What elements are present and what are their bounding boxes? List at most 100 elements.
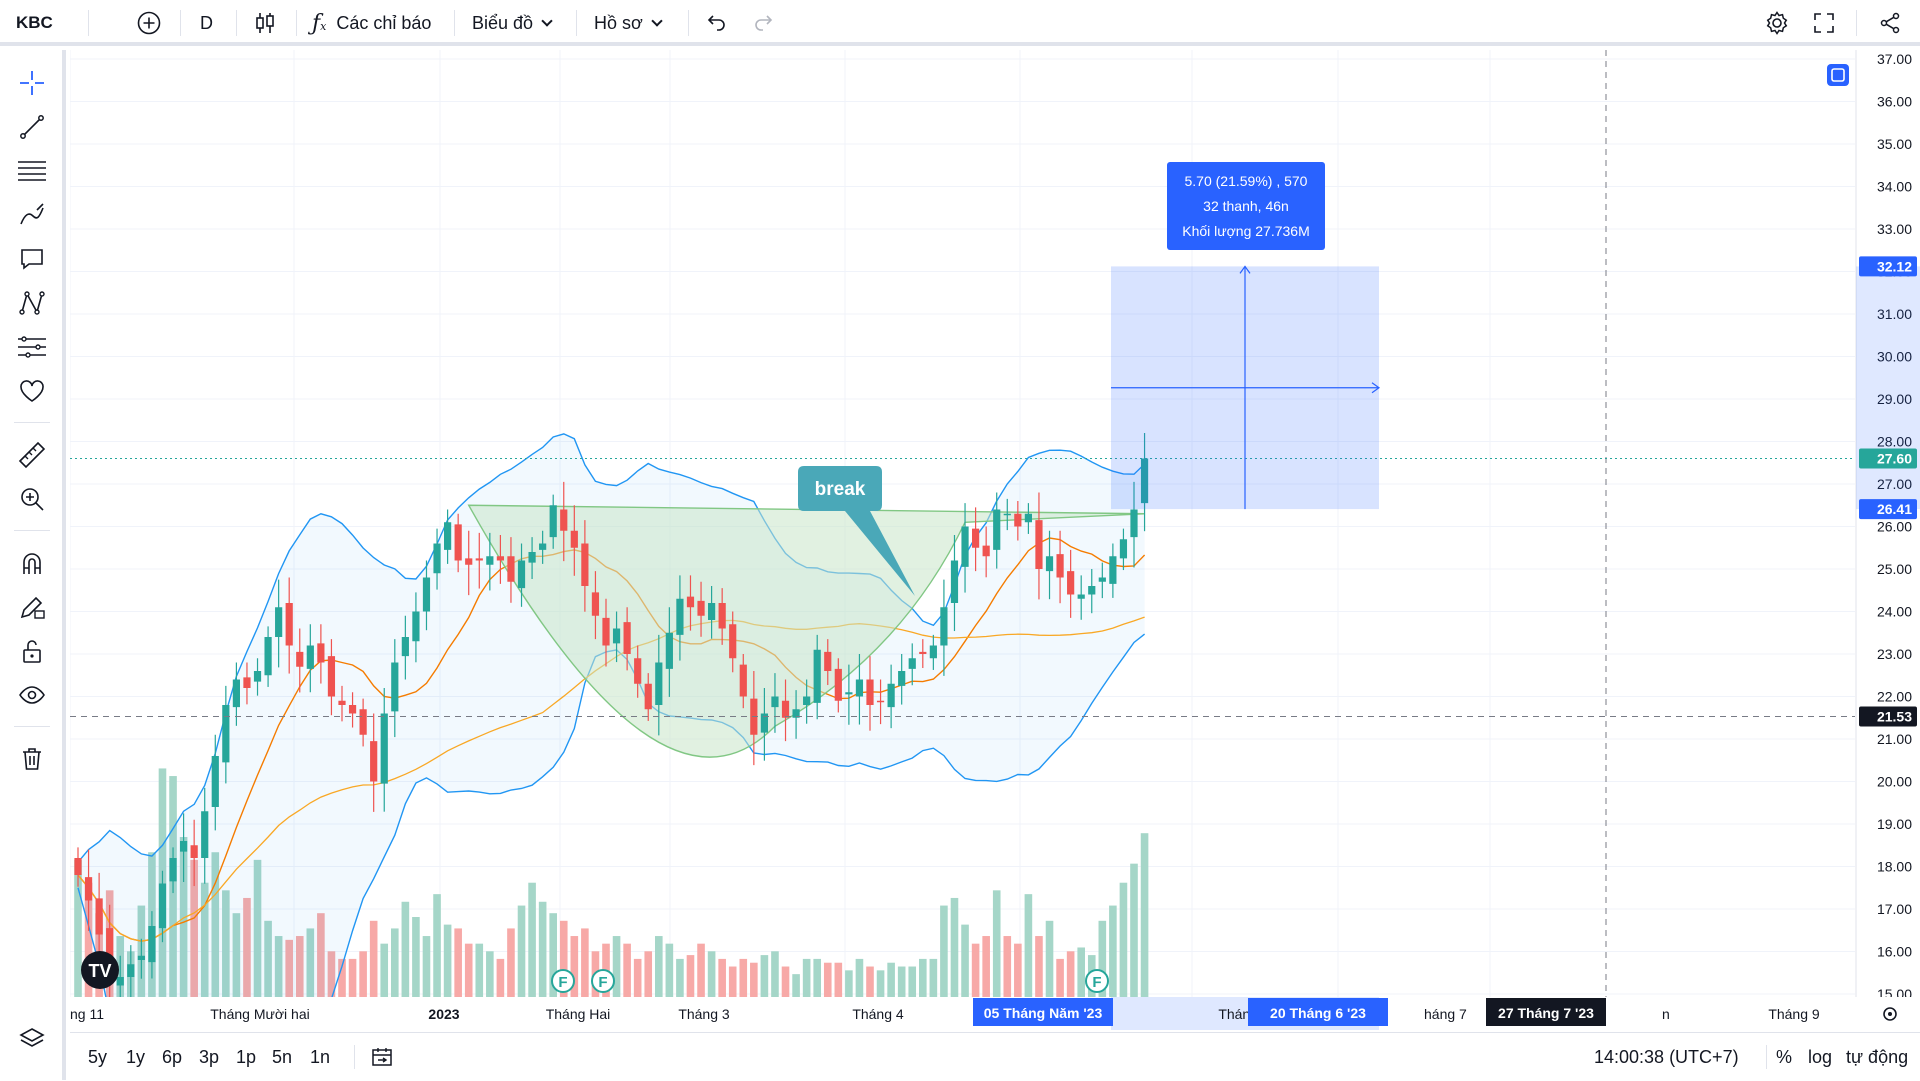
chart-area[interactable]: 5.70 (21.59%) , 570 32 thanh, 46n Khối lượ… [46, 50, 1920, 1079]
text-tool[interactable] [13, 240, 51, 278]
redo-button[interactable] [752, 0, 776, 46]
lock-drawings-tool[interactable] [13, 632, 51, 670]
pattern-tool[interactable] [13, 284, 51, 322]
candle-body [327, 656, 336, 697]
remove-drawings-tool[interactable] [13, 740, 51, 778]
arrow-up-icon [1239, 265, 1251, 274]
zoom-tool[interactable] [13, 480, 51, 518]
candle [180, 813, 188, 883]
time-badge-label: 20 Tháng 6 '23 [1270, 1005, 1366, 1021]
range-1p[interactable]: 1p [236, 1046, 257, 1067]
candle [454, 513, 462, 573]
range-1n[interactable]: 1n [310, 1046, 331, 1067]
chart-style-button[interactable] [252, 0, 278, 46]
magnet-tool[interactable] [13, 544, 51, 582]
clock-display[interactable]: 14:00:38 (UTC+7) [1594, 1046, 1739, 1067]
candle-body [834, 668, 842, 701]
object-tree-button[interactable] [13, 1020, 51, 1058]
candle [317, 624, 325, 684]
range-3p[interactable]: 3p [199, 1046, 220, 1067]
event-marker[interactable]: F [551, 969, 575, 993]
candle [285, 577, 293, 674]
callout-text: break [815, 479, 866, 500]
share-button[interactable] [1878, 0, 1902, 46]
range-5n[interactable]: 5n [272, 1046, 293, 1067]
symbol-search-button[interactable]: KBC [16, 13, 53, 32]
time-badge-label: 27 Tháng 7 '23 [1498, 1005, 1594, 1021]
candle [972, 507, 980, 572]
candle-body [591, 592, 600, 616]
settings-button[interactable] [1764, 0, 1790, 46]
fullscreen-button[interactable] [1812, 0, 1836, 46]
stay-in-drawing-tool[interactable] [13, 588, 51, 626]
interval-button[interactable]: D [200, 12, 213, 33]
price-tick-label: 18.00 [1877, 859, 1912, 875]
range-6p[interactable]: 6p [162, 1046, 183, 1067]
auto-scale-toggle[interactable]: tự động [1846, 1046, 1909, 1067]
percent-scale-toggle[interactable]: % [1776, 1046, 1793, 1067]
toolbar-divider [14, 726, 50, 727]
log-scale-toggle[interactable]: log [1808, 1046, 1833, 1067]
volume-bar [190, 859, 198, 997]
volume-bar [327, 951, 336, 997]
candle [855, 654, 864, 725]
chart-type-menu[interactable]: Biểu đồ [472, 0, 553, 46]
volume-bar [771, 951, 779, 997]
candle [876, 679, 885, 725]
layers-icon [19, 1028, 45, 1047]
logo-text: TV [88, 961, 111, 981]
candle [623, 607, 631, 671]
hide-drawings-tool[interactable] [13, 676, 51, 714]
trend-line-tool[interactable] [13, 108, 51, 146]
volume-bar [253, 859, 262, 997]
volume-bar [454, 928, 462, 997]
candle-body [993, 509, 1001, 550]
candle [866, 656, 874, 731]
candle [1098, 562, 1106, 599]
time-badge [1486, 998, 1606, 1026]
candle-body [570, 530, 578, 548]
measure-tool[interactable] [13, 436, 51, 474]
candle-body [940, 607, 948, 646]
time-axis[interactable]: ng 11 Tháng Mười hai 2023 Tháng Hai Tháng 3 T… [70, 997, 1920, 1030]
event-marker[interactable]: F [591, 969, 615, 993]
range-1y[interactable]: 1y [126, 1046, 146, 1067]
range-5y[interactable]: 5y [88, 1046, 108, 1067]
chart-canvas[interactable]: 5.70 (21.59%) , 570 32 thanh, 46n Khối lượ… [46, 50, 1920, 1079]
candle-body [961, 526, 969, 567]
candle-body [444, 522, 452, 550]
favorites-tool[interactable] [13, 372, 51, 410]
event-marker[interactable]: F [1085, 969, 1109, 993]
volume-bar [1045, 920, 1054, 997]
volume-bar [855, 958, 864, 997]
candle-body [803, 696, 811, 705]
candle-body [549, 505, 557, 538]
candle-body [950, 560, 959, 603]
candle [655, 634, 663, 736]
candle [243, 662, 251, 705]
price-axis[interactable]: 37.0036.0035.0034.0033.0032.0031.0030.00… [1855, 50, 1920, 1030]
brush-tool[interactable] [13, 196, 51, 234]
candle [581, 520, 589, 612]
toolbar-divider [354, 1045, 355, 1069]
measure-tooltip: 5.70 (21.59%) , 570 32 thanh, 46n Khối lượ… [1167, 162, 1325, 250]
screenshot-button[interactable] [1827, 64, 1849, 86]
price-tick-label: 31.00 [1877, 306, 1912, 322]
fib-tool[interactable] [13, 152, 51, 190]
crosshair-tool[interactable] [13, 64, 51, 102]
time-axis-settings-button[interactable] [1883, 1007, 1897, 1021]
candle-body [211, 756, 219, 807]
forecast-tool[interactable] [13, 328, 51, 366]
time-badge [1248, 998, 1388, 1026]
compare-symbol-button[interactable] [134, 0, 164, 46]
volume-bar [1109, 905, 1117, 997]
candle [919, 639, 927, 669]
candle-body [232, 679, 240, 708]
undo-button[interactable] [704, 0, 728, 46]
candle-body [729, 624, 737, 659]
candle-body [866, 679, 874, 705]
indicators-button[interactable]: ƒx Các chỉ báo [312, 0, 431, 46]
profile-menu[interactable]: Hồ sơ [594, 0, 663, 46]
date-range-button[interactable] [370, 1033, 394, 1081]
magnet-icon [23, 553, 41, 574]
